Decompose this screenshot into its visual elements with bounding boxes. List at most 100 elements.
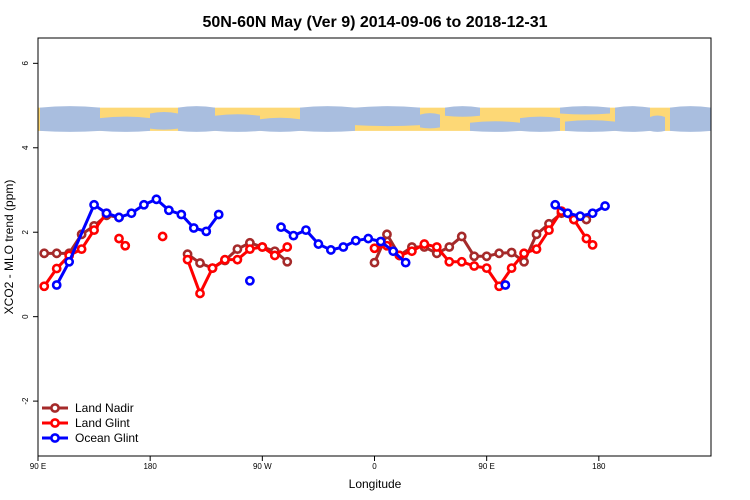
data-point bbox=[76, 244, 87, 255]
data-point bbox=[207, 263, 218, 274]
data-point bbox=[276, 222, 286, 233]
y-axis: -2 0 2 4 6 bbox=[21, 61, 38, 405]
data-point bbox=[188, 223, 199, 233]
legend-marker bbox=[50, 403, 60, 413]
data-point bbox=[506, 263, 517, 274]
data-point bbox=[388, 246, 399, 257]
legend-item: Ocean Glint bbox=[42, 431, 139, 445]
data-point bbox=[51, 263, 62, 274]
data-point bbox=[195, 288, 205, 299]
data-point bbox=[444, 256, 455, 267]
data-point bbox=[456, 231, 467, 242]
data-point bbox=[519, 256, 529, 267]
data-point bbox=[139, 199, 149, 210]
legend-label: Ocean Glint bbox=[75, 431, 139, 445]
data-point bbox=[600, 201, 610, 211]
map-ocean-region bbox=[215, 114, 260, 132]
data-point bbox=[89, 225, 99, 236]
data-point bbox=[282, 242, 293, 252]
x-axis: 90 E 180 90 W 0 90 E 180 bbox=[30, 456, 606, 471]
data-point bbox=[157, 231, 168, 242]
data-point bbox=[444, 242, 455, 252]
data-point bbox=[350, 235, 361, 246]
data-point bbox=[244, 244, 255, 255]
map-strip bbox=[38, 106, 711, 132]
legend-marker bbox=[50, 433, 60, 443]
data-point bbox=[151, 194, 162, 205]
legend-item: Land Glint bbox=[42, 416, 130, 430]
map-ocean-region bbox=[420, 113, 440, 129]
legend-label: Land Nadir bbox=[75, 401, 134, 415]
data-point bbox=[581, 233, 592, 244]
data-point bbox=[494, 248, 505, 259]
data-point bbox=[163, 205, 174, 216]
data-point bbox=[338, 242, 349, 252]
data-point bbox=[232, 254, 243, 265]
data-point bbox=[182, 254, 193, 265]
map-ocean-region bbox=[150, 111, 178, 130]
data-point bbox=[39, 281, 50, 292]
map-ocean-region bbox=[520, 116, 560, 132]
y-tick-label: 6 bbox=[21, 61, 30, 66]
x-tick-label: 90 E bbox=[30, 462, 46, 471]
data-point bbox=[587, 239, 598, 250]
x-tick-label: 90 W bbox=[253, 462, 272, 471]
x-tick-label: 180 bbox=[143, 462, 157, 471]
data-point bbox=[544, 225, 554, 236]
data-point bbox=[201, 226, 212, 237]
x-tick-label: 180 bbox=[592, 462, 606, 471]
data-point bbox=[500, 280, 511, 290]
legend-marker bbox=[50, 418, 60, 428]
map-ocean-region bbox=[355, 106, 420, 127]
map-ocean-region bbox=[300, 106, 355, 132]
map-ocean-region bbox=[615, 106, 650, 132]
series-layer bbox=[39, 194, 610, 299]
data-point bbox=[325, 245, 336, 255]
data-point bbox=[313, 239, 324, 249]
legend-label: Land Glint bbox=[75, 416, 130, 430]
data-point bbox=[213, 209, 224, 220]
data-point bbox=[369, 243, 380, 254]
data-point bbox=[363, 233, 374, 244]
x-tick-label: 90 E bbox=[478, 462, 494, 471]
data-point bbox=[282, 256, 293, 267]
data-point bbox=[195, 258, 205, 268]
data-point bbox=[400, 257, 411, 268]
data-point bbox=[562, 208, 573, 219]
map-ocean-region bbox=[100, 116, 150, 132]
data-point bbox=[406, 246, 417, 257]
data-point bbox=[382, 229, 392, 240]
series-ocean-glint bbox=[51, 194, 610, 290]
data-point bbox=[369, 257, 380, 268]
map-ocean-region bbox=[445, 106, 480, 117]
map-ocean-region bbox=[670, 106, 711, 132]
data-point bbox=[301, 225, 311, 236]
x-tick-label: 0 bbox=[372, 462, 377, 471]
data-point bbox=[114, 212, 124, 223]
data-point bbox=[587, 208, 598, 219]
series-line bbox=[55, 197, 220, 286]
data-point bbox=[375, 236, 386, 247]
data-point bbox=[126, 208, 137, 219]
data-point bbox=[64, 256, 75, 267]
data-point bbox=[39, 248, 50, 259]
map-ocean-region bbox=[470, 121, 520, 132]
data-point bbox=[51, 280, 62, 290]
data-point bbox=[550, 199, 561, 210]
map-ocean-region bbox=[260, 117, 300, 132]
map-ocean-region bbox=[560, 106, 610, 115]
data-point bbox=[519, 248, 529, 259]
data-point bbox=[469, 261, 480, 271]
legend-item: Land Nadir bbox=[42, 401, 134, 415]
data-point bbox=[176, 209, 187, 220]
data-point bbox=[232, 244, 243, 255]
y-tick-label: 0 bbox=[21, 314, 30, 319]
y-tick-label: 2 bbox=[21, 229, 30, 234]
data-point bbox=[431, 242, 442, 252]
data-point bbox=[101, 208, 112, 219]
map-ocean-region bbox=[178, 106, 215, 132]
data-point bbox=[257, 242, 268, 252]
